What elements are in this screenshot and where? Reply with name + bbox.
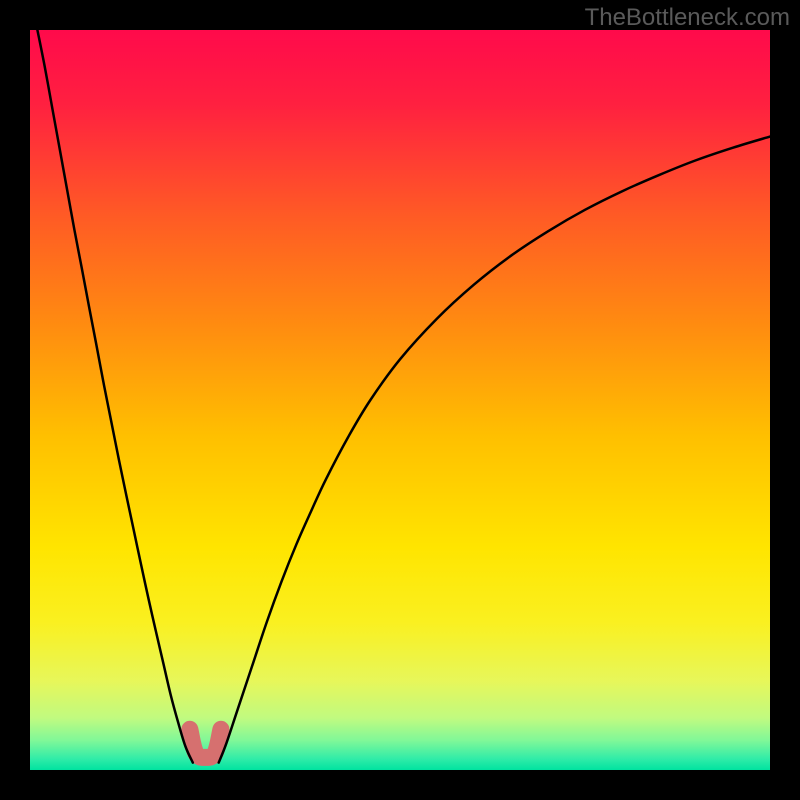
- plot-background: [30, 30, 770, 770]
- chart-container: TheBottleneck.com: [0, 0, 800, 800]
- watermark-text: TheBottleneck.com: [585, 4, 790, 32]
- bottleneck-curve-chart: [0, 0, 800, 800]
